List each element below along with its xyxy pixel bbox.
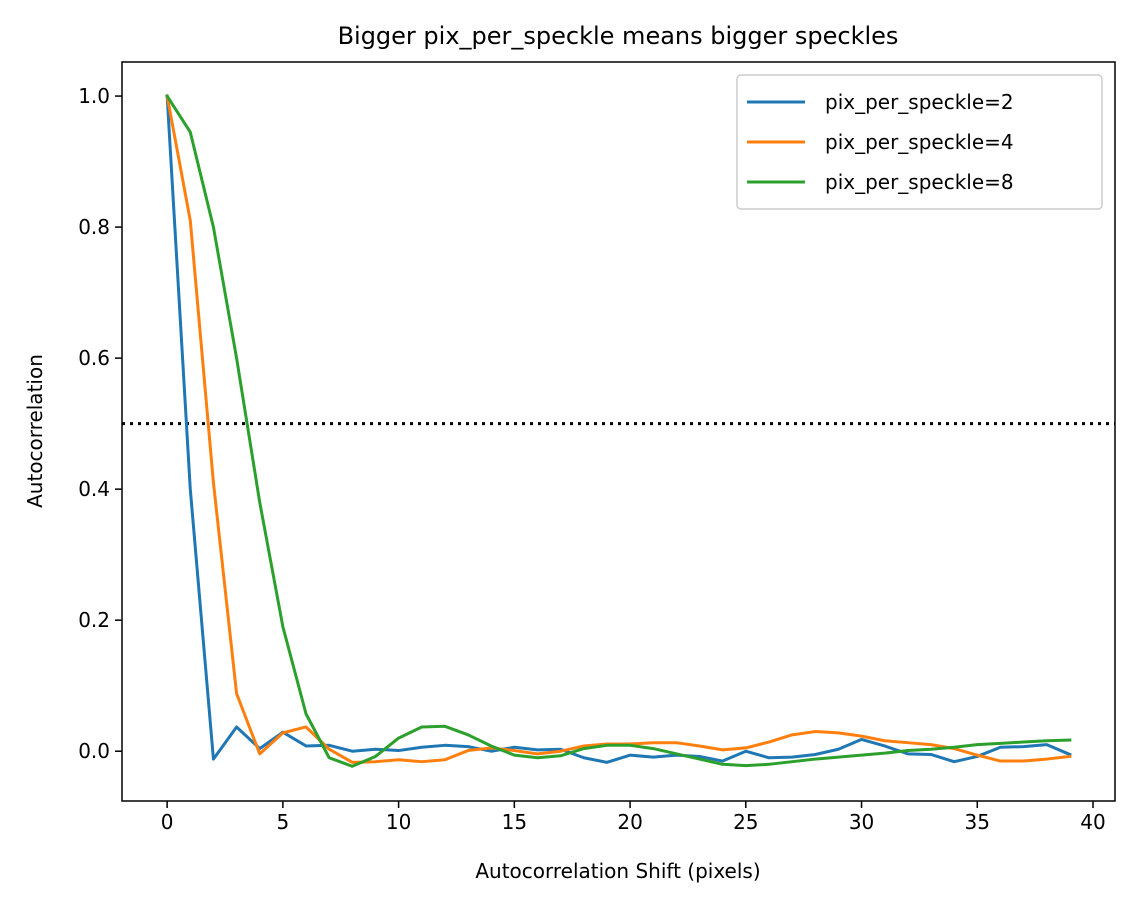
legend: pix_per_speckle=2 pix_per_speckle=4 pix_pe… [736, 74, 1103, 210]
y-axis-ticks: 0.0 0.2 0.4 0.6 0.8 1.0 [78, 84, 122, 763]
x-tick-label: 15 [502, 810, 527, 834]
axes-frame [121, 61, 1116, 802]
x-axis-ticks: 0 5 10 15 20 25 30 35 40 [161, 801, 1106, 834]
y-tick-label: 0.6 [78, 346, 110, 370]
y-tick-label: 0.8 [78, 215, 110, 239]
legend-label: pix_per_speckle=4 [825, 130, 1014, 154]
y-tick-label: 1.0 [78, 84, 110, 108]
x-tick-label: 25 [733, 810, 758, 834]
x-tick-label: 35 [965, 810, 990, 834]
series-line-1 [165, 94, 1072, 764]
series-line-3 [165, 93, 1072, 768]
x-tick-label: 5 [277, 810, 290, 834]
legend-box [736, 74, 1103, 210]
x-tick-label: 0 [161, 810, 174, 834]
x-tick-label: 20 [617, 810, 642, 834]
x-tick-label: 30 [849, 810, 874, 834]
legend-label: pix_per_speckle=2 [825, 90, 1014, 114]
x-tick-label: 10 [386, 810, 411, 834]
plot-area [122, 93, 1115, 768]
legend-label: pix_per_speckle=8 [825, 170, 1014, 194]
x-axis-label: Autocorrelation Shift (pixels) [475, 859, 760, 883]
y-axis-label: Autocorrelation [23, 354, 47, 508]
x-tick-label: 40 [1080, 810, 1105, 834]
y-tick-label: 0.2 [78, 608, 110, 632]
y-tick-label: 0.4 [78, 477, 110, 501]
y-tick-label: 0.0 [78, 739, 110, 763]
chart-title: Bigger pix_per_speckle means bigger spec… [338, 22, 899, 50]
